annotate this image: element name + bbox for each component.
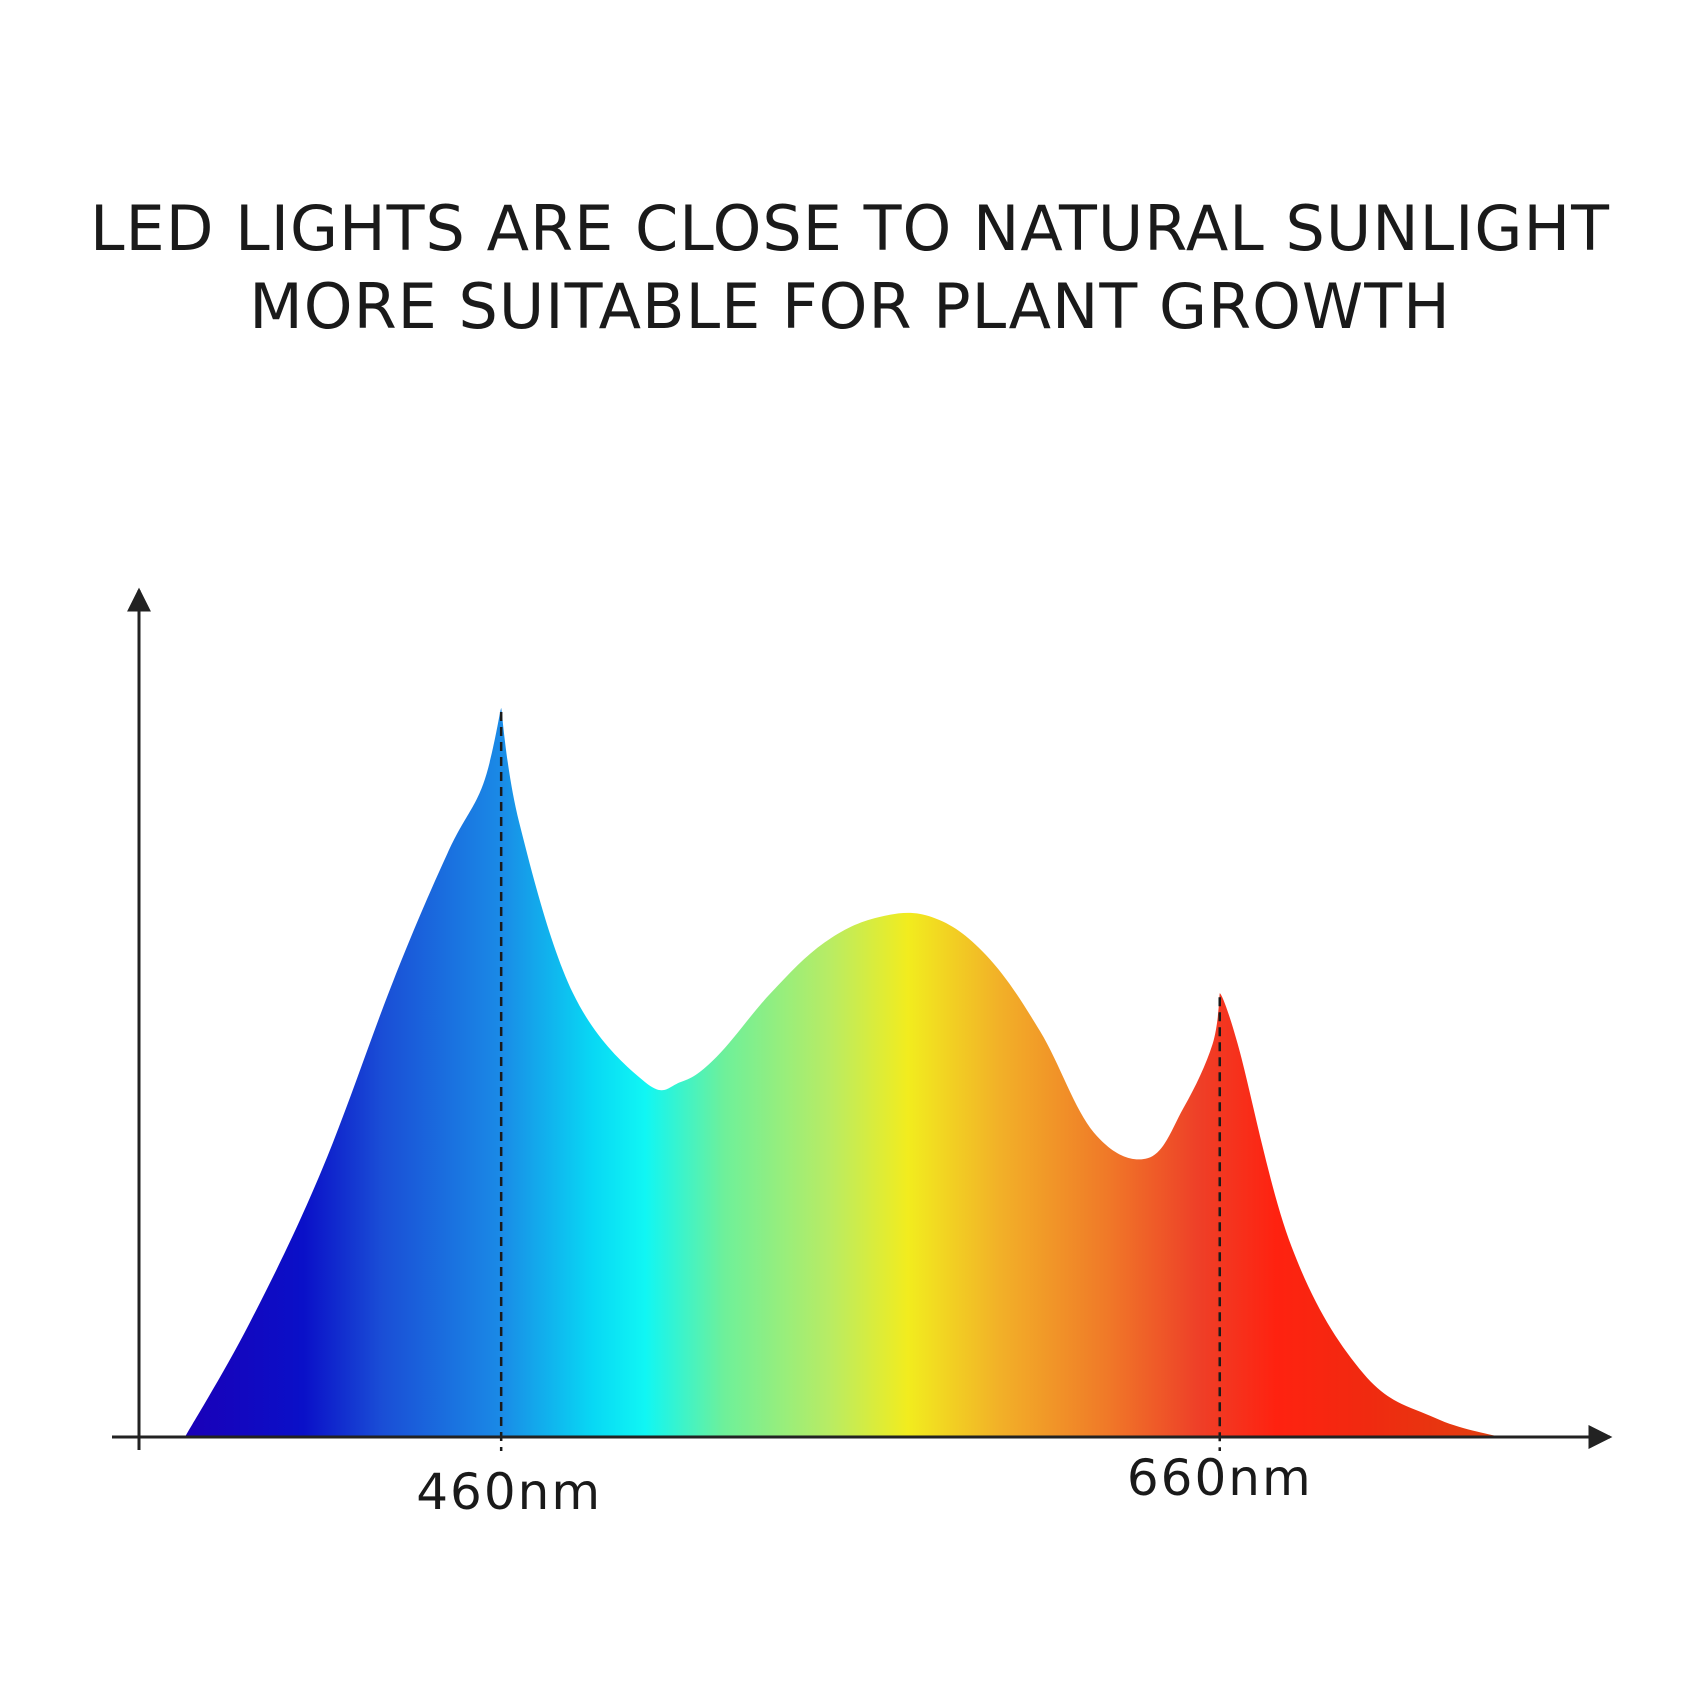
tick-labels: 460nm 660nm bbox=[416, 1449, 1313, 1521]
tick-label-660nm: 660nm bbox=[1127, 1449, 1313, 1507]
peak-markers bbox=[499, 712, 1222, 1451]
chart-title: LED LIGHTS ARE CLOSE TO NATURAL SUNLIGHT… bbox=[0, 190, 1700, 346]
spectrum-area bbox=[185, 707, 1500, 1437]
title-line-2: MORE SUITABLE FOR PLANT GROWTH bbox=[249, 270, 1451, 343]
title-line-1: LED LIGHTS ARE CLOSE TO NATURAL SUNLIGHT bbox=[90, 192, 1610, 265]
tick-label-460nm: 460nm bbox=[416, 1463, 602, 1521]
